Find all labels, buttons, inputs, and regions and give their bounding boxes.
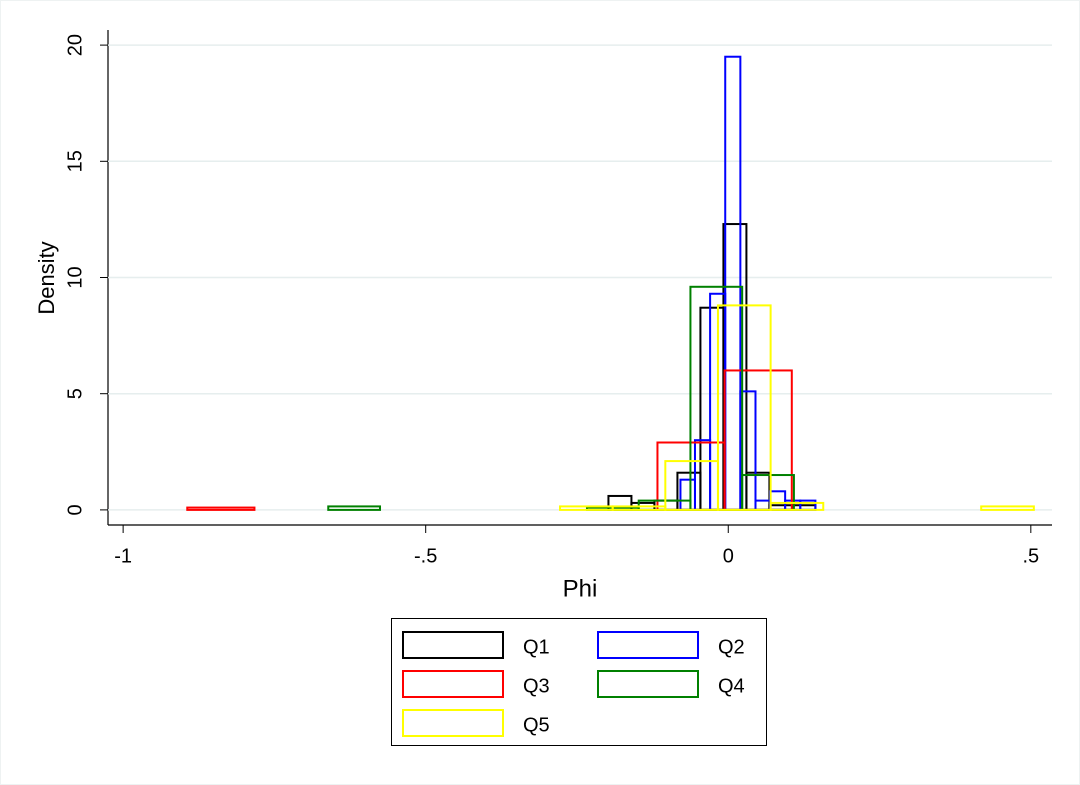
x-tick-label: -.5 <box>414 545 437 567</box>
x-axis-label: Phi <box>563 575 598 602</box>
y-tick-label: 0 <box>64 504 86 515</box>
histogram-bar <box>769 501 825 511</box>
legend-swatch <box>597 670 699 698</box>
x-tick-label: 0 <box>723 545 734 567</box>
y-tick-label: 20 <box>64 34 86 56</box>
y-tick-label: 10 <box>64 266 86 288</box>
legend-swatch <box>402 709 504 737</box>
y-tick-label: 5 <box>64 388 86 399</box>
legend-label: Q4 <box>718 675 745 697</box>
y-axis-label: Density <box>34 241 59 314</box>
legend-box <box>391 618 767 746</box>
histogram-bar <box>327 505 382 511</box>
legend-swatch <box>402 670 504 698</box>
legend-label: Q2 <box>718 636 745 658</box>
legend-swatch <box>402 631 504 659</box>
legend-label: Q3 <box>523 675 550 697</box>
legend-label: Q5 <box>523 714 550 736</box>
x-tick-label: -1 <box>114 545 132 567</box>
histogram-bar <box>186 506 256 511</box>
histogram-bar <box>980 505 1035 511</box>
legend-swatch <box>597 631 699 659</box>
y-tick-label: 15 <box>64 150 86 172</box>
histogram-bar <box>716 304 772 511</box>
x-tick-label: .5 <box>1022 545 1039 567</box>
legend-label: Q1 <box>523 636 550 658</box>
